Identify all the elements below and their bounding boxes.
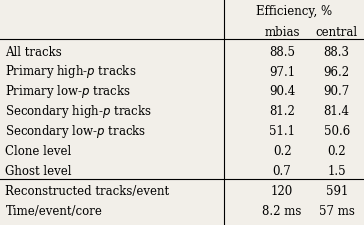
Text: 81.4: 81.4	[324, 105, 350, 118]
Text: Ghost level: Ghost level	[5, 165, 72, 178]
Text: 81.2: 81.2	[269, 105, 295, 118]
Text: Reconstructed tracks/event: Reconstructed tracks/event	[5, 185, 170, 198]
Text: Secondary high-$p$ tracks: Secondary high-$p$ tracks	[5, 103, 152, 120]
Text: 90.4: 90.4	[269, 85, 295, 98]
Text: Secondary low-$p$ tracks: Secondary low-$p$ tracks	[5, 123, 147, 140]
Text: Efficiency, %: Efficiency, %	[256, 5, 332, 18]
Text: 97.1: 97.1	[269, 65, 295, 78]
Text: 120: 120	[271, 185, 293, 198]
Text: Time/event/core: Time/event/core	[5, 205, 102, 218]
Text: 0.7: 0.7	[273, 165, 292, 178]
Text: 88.3: 88.3	[324, 45, 350, 58]
Text: 96.2: 96.2	[324, 65, 350, 78]
Text: 50.6: 50.6	[324, 125, 350, 138]
Text: 0.2: 0.2	[273, 145, 292, 158]
Text: 88.5: 88.5	[269, 45, 295, 58]
Text: 0.2: 0.2	[327, 145, 346, 158]
Text: 51.1: 51.1	[269, 125, 295, 138]
Text: Clone level: Clone level	[5, 145, 72, 158]
Text: 591: 591	[325, 185, 348, 198]
Text: 8.2 ms: 8.2 ms	[262, 205, 302, 218]
Text: 90.7: 90.7	[324, 85, 350, 98]
Text: Primary high-$p$ tracks: Primary high-$p$ tracks	[5, 63, 137, 80]
Text: 57 ms: 57 ms	[319, 205, 355, 218]
Text: central: central	[316, 25, 358, 38]
Text: All tracks: All tracks	[5, 45, 62, 58]
Text: mbias: mbias	[264, 25, 300, 38]
Text: Primary low-$p$ tracks: Primary low-$p$ tracks	[5, 83, 131, 100]
Text: 1.5: 1.5	[327, 165, 346, 178]
